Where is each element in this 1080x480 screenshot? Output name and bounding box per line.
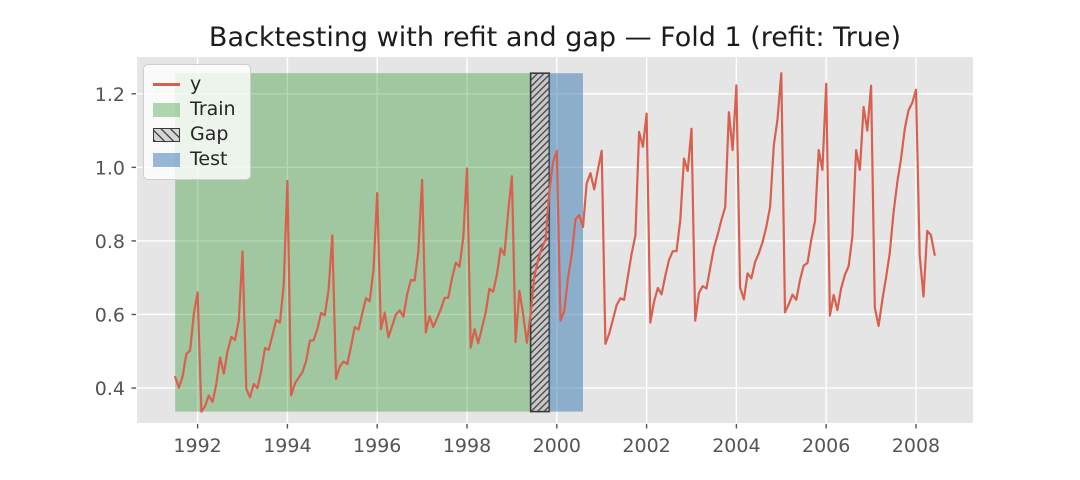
tick-label-x-2006: 2006 bbox=[802, 435, 850, 457]
tick-label-x-1992: 1992 bbox=[173, 435, 221, 457]
tick-label-y-0.8: 0.8 bbox=[95, 231, 125, 253]
tick-label-x-2008: 2008 bbox=[892, 435, 940, 457]
tick-label-y-1: 1.0 bbox=[95, 157, 125, 179]
legend-item-test: Test bbox=[153, 147, 236, 172]
legend-swatch-line-icon bbox=[153, 83, 180, 86]
tick-label-y-0.4: 0.4 bbox=[95, 378, 125, 400]
span-gap bbox=[529, 72, 551, 413]
tick-label-x-2002: 2002 bbox=[622, 435, 670, 457]
legend-item-y: y bbox=[153, 72, 236, 97]
tick-label-x-2000: 2000 bbox=[533, 435, 581, 457]
tick-label-x-2004: 2004 bbox=[712, 435, 760, 457]
tick-label-x-1998: 1998 bbox=[443, 435, 491, 457]
chart-title: Backtesting with refit and gap — Fold 1 … bbox=[208, 22, 902, 53]
legend-swatch-train bbox=[153, 102, 180, 117]
legend-label-test: Test bbox=[190, 148, 228, 170]
chart-legend: y Train Gap Test bbox=[143, 64, 251, 180]
legend-item-gap: Gap bbox=[153, 122, 236, 147]
tick-label-y-1.2: 1.2 bbox=[95, 84, 125, 106]
legend-label-gap: Gap bbox=[190, 123, 229, 145]
legend-item-train: Train bbox=[153, 97, 236, 122]
tick-label-x-1994: 1994 bbox=[263, 435, 311, 457]
legend-swatch-gap bbox=[153, 127, 180, 142]
legend-swatch-test bbox=[153, 152, 180, 167]
legend-label-train: Train bbox=[190, 98, 236, 120]
series-y-line bbox=[174, 72, 936, 413]
tick-label-y-0.6: 0.6 bbox=[95, 304, 125, 326]
legend-label-y: y bbox=[190, 73, 202, 95]
span-test bbox=[549, 73, 583, 412]
tick-label-x-1996: 1996 bbox=[353, 435, 401, 457]
